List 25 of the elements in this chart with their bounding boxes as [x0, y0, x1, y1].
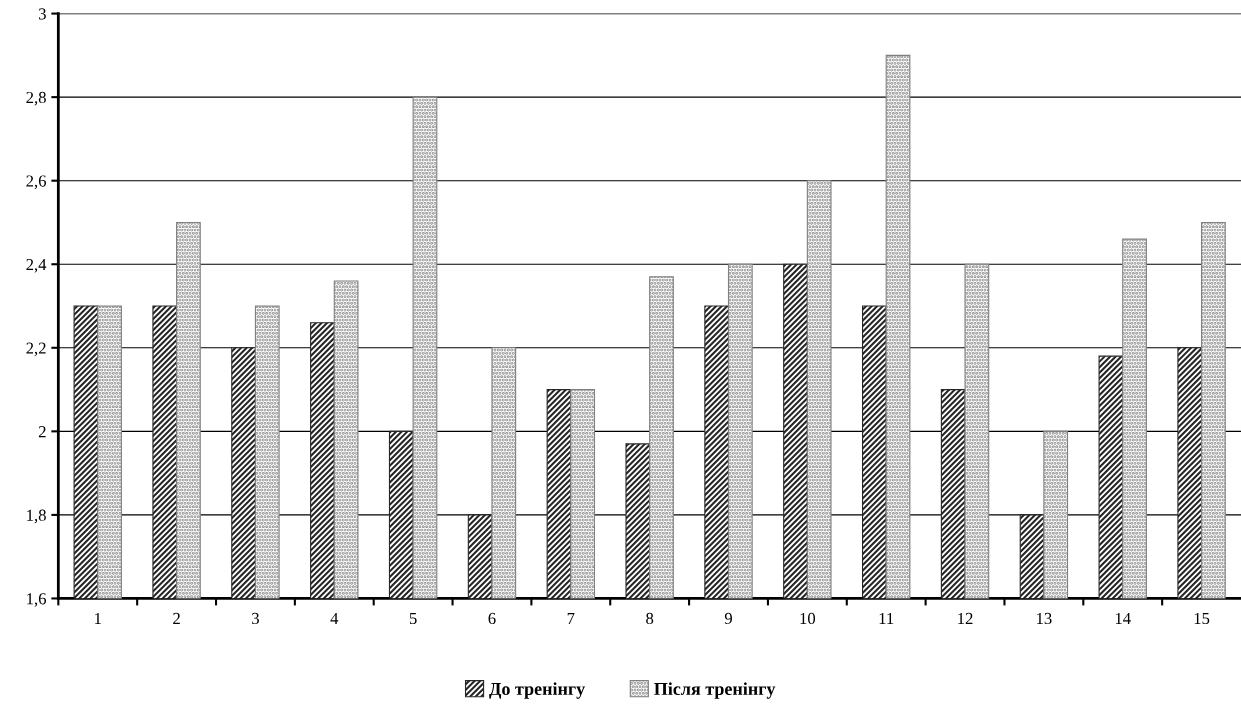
y-tick-label: 2,4: [26, 258, 47, 273]
x-tick-label: 4: [330, 612, 339, 624]
x-tick-label: 14: [1115, 612, 1131, 624]
y-tick-label: 2,2: [26, 342, 46, 357]
x-tick-label: 9: [724, 612, 732, 625]
y-tick-label: 2: [38, 426, 46, 438]
x-tick-label: 15: [1194, 612, 1210, 625]
x-tick-label: 6: [488, 612, 496, 625]
legend-label: До тренінгу: [489, 682, 585, 699]
y-tick-label: 2,6: [26, 175, 47, 190]
y-tick-label: 1,8: [27, 509, 46, 524]
x-tick-label: 8: [646, 612, 654, 625]
x-tick-label: 11: [879, 612, 894, 624]
x-tick-label: 10: [800, 612, 816, 625]
x-tick-label: 5: [409, 612, 417, 625]
x-tick-label: 7: [567, 612, 575, 624]
x-tick-label: 2: [173, 612, 180, 624]
x-tick-label: 13: [1037, 612, 1052, 625]
x-tick-label: 3: [252, 612, 259, 625]
y-tick-label: 2,8: [26, 91, 46, 106]
y-tick-label: 1,6: [27, 593, 47, 607]
legend-label: Після тренінгу: [654, 682, 776, 699]
y-tick-label: 3: [38, 8, 46, 20]
x-tick-label: 1: [95, 612, 101, 624]
x-tick-label: 12: [958, 612, 973, 624]
